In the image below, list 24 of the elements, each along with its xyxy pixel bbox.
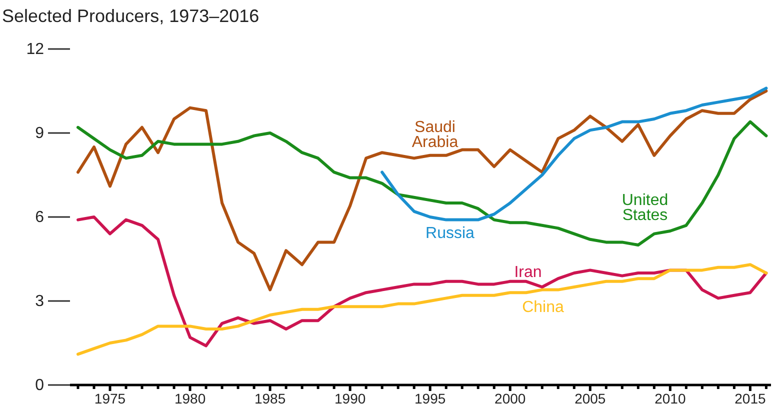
line-series (76, 120, 768, 246)
chart-title: Selected Producers, 1973–2016 (2, 6, 260, 26)
series-label: United States (622, 192, 668, 224)
x-tick-label: 2000 (494, 390, 526, 406)
x-tick-label: 1975 (94, 390, 126, 406)
series-label: Saudi Arabia (412, 119, 458, 151)
line-series (380, 86, 768, 222)
x-tick-label: 1995 (414, 390, 446, 406)
y-tick-label: 0 (35, 377, 44, 394)
y-tick-label: 6 (35, 209, 44, 226)
x-tick-label: 1985 (254, 390, 286, 406)
line-series (76, 263, 768, 356)
series-label: Russia (426, 225, 475, 242)
y-tick-label: 9 (35, 125, 44, 142)
series-label: China (522, 299, 564, 316)
line-series (76, 90, 768, 292)
x-tick-label: 1980 (174, 390, 206, 406)
series-label: Iran (514, 264, 542, 281)
x-tick-label: 2015 (734, 390, 766, 406)
x-tick-label: 2005 (574, 390, 606, 406)
y-tick-label: 3 (35, 293, 44, 310)
y-tick-label: 12 (26, 41, 44, 58)
x-tick-label: 2010 (654, 390, 686, 406)
x-tick-label: 1990 (334, 390, 366, 406)
